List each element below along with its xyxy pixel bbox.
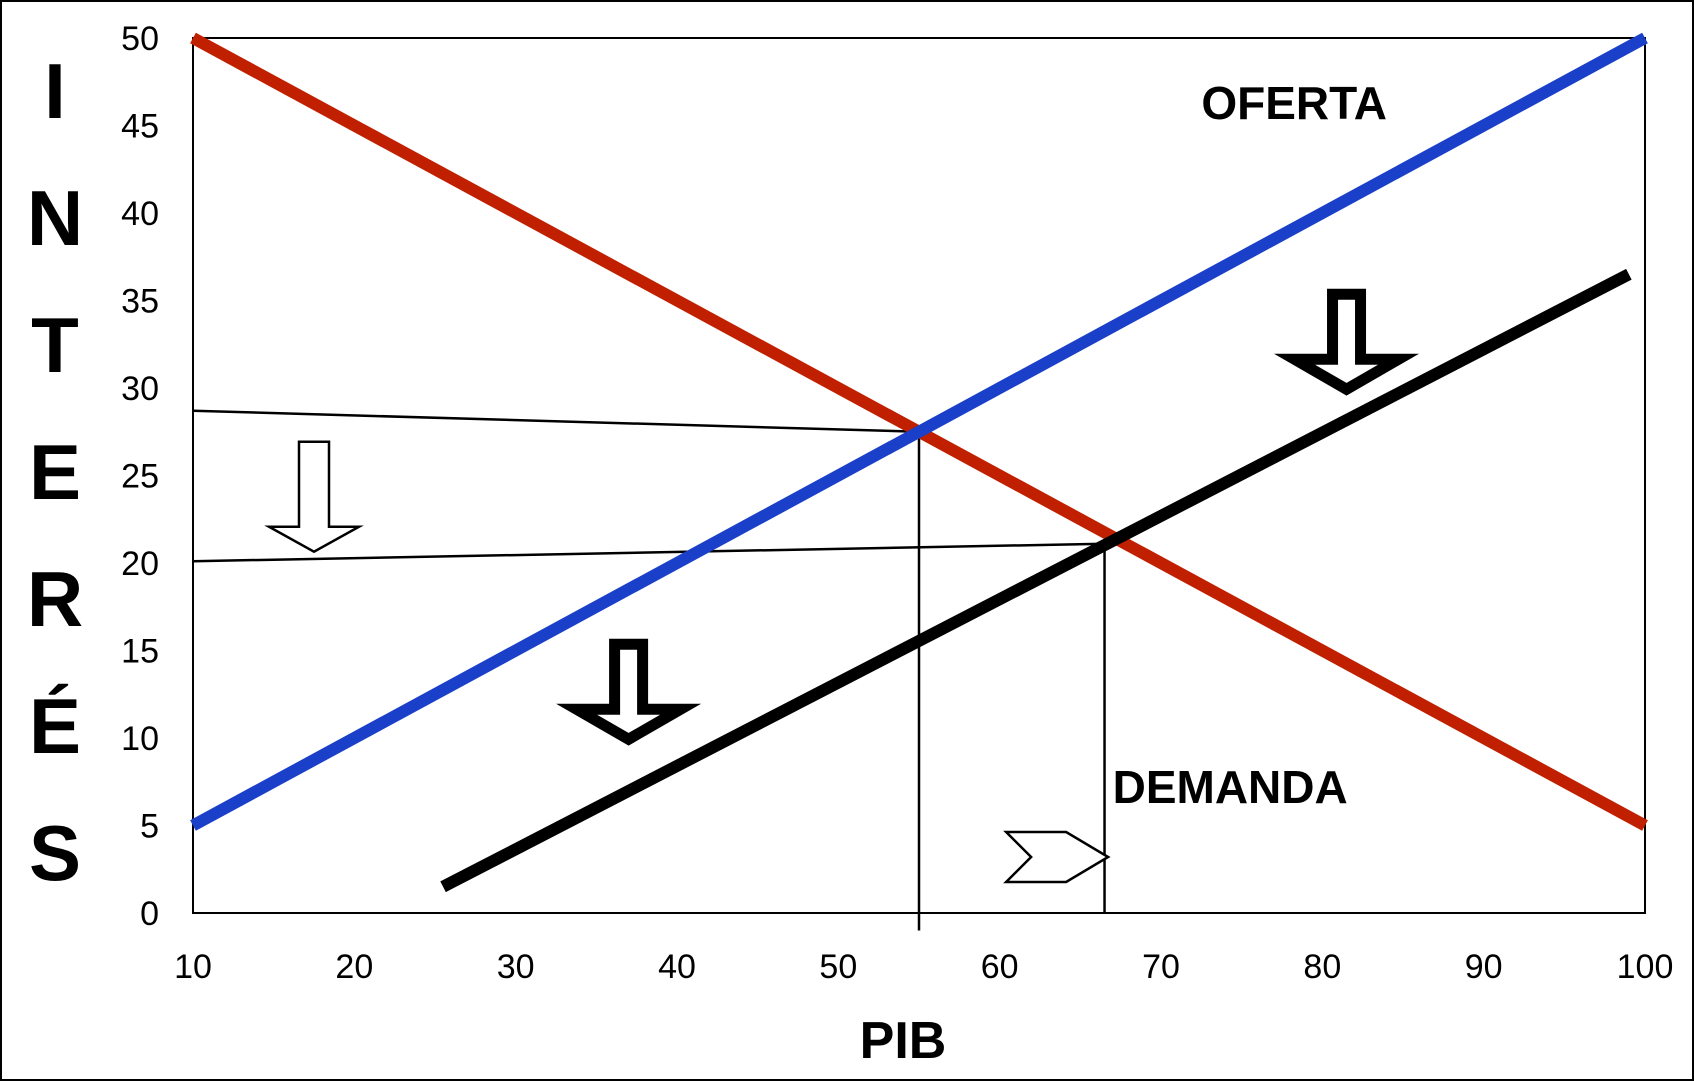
y-tick-label: 20 bbox=[121, 545, 159, 583]
y-tick-label: 5 bbox=[140, 808, 159, 846]
y-axis-label-letter: E bbox=[29, 428, 81, 516]
y-tick-label: 10 bbox=[121, 720, 159, 758]
x-tick-label: 10 bbox=[174, 948, 212, 986]
x-tick-label: 40 bbox=[658, 948, 696, 986]
x-axis-label: PIB bbox=[860, 1012, 947, 1070]
y-axis-label-letter: N bbox=[27, 174, 83, 262]
y-axis-label-letter: I bbox=[44, 47, 66, 135]
x-tick-label: 30 bbox=[497, 948, 535, 986]
y-tick-label: 30 bbox=[121, 370, 159, 408]
x-tick-label: 90 bbox=[1465, 948, 1503, 986]
y-tick-label: 50 bbox=[121, 20, 159, 58]
y-tick-label: 40 bbox=[121, 195, 159, 233]
y-axis-label-letter: S bbox=[29, 809, 81, 897]
y-tick-label: 15 bbox=[121, 633, 159, 671]
y-axis-label-letter: É bbox=[29, 682, 81, 770]
y-tick-label: 0 bbox=[140, 895, 159, 933]
x-tick-label: 70 bbox=[1142, 948, 1180, 986]
annotation-oferta: OFERTA bbox=[1201, 77, 1387, 129]
x-tick-label: 80 bbox=[1303, 948, 1341, 986]
y-tick-label: 45 bbox=[121, 108, 159, 146]
x-tick-label: 20 bbox=[335, 948, 373, 986]
y-axis-label-letter: T bbox=[31, 301, 79, 389]
y-tick-label: 35 bbox=[121, 283, 159, 321]
y-tick-label: 25 bbox=[121, 458, 159, 496]
x-tick-label: 100 bbox=[1617, 948, 1674, 986]
x-tick-label: 50 bbox=[819, 948, 857, 986]
y-axis-label-letter: R bbox=[27, 555, 83, 643]
annotation-demanda: DEMANDA bbox=[1113, 761, 1348, 813]
x-tick-label: 60 bbox=[981, 948, 1019, 986]
